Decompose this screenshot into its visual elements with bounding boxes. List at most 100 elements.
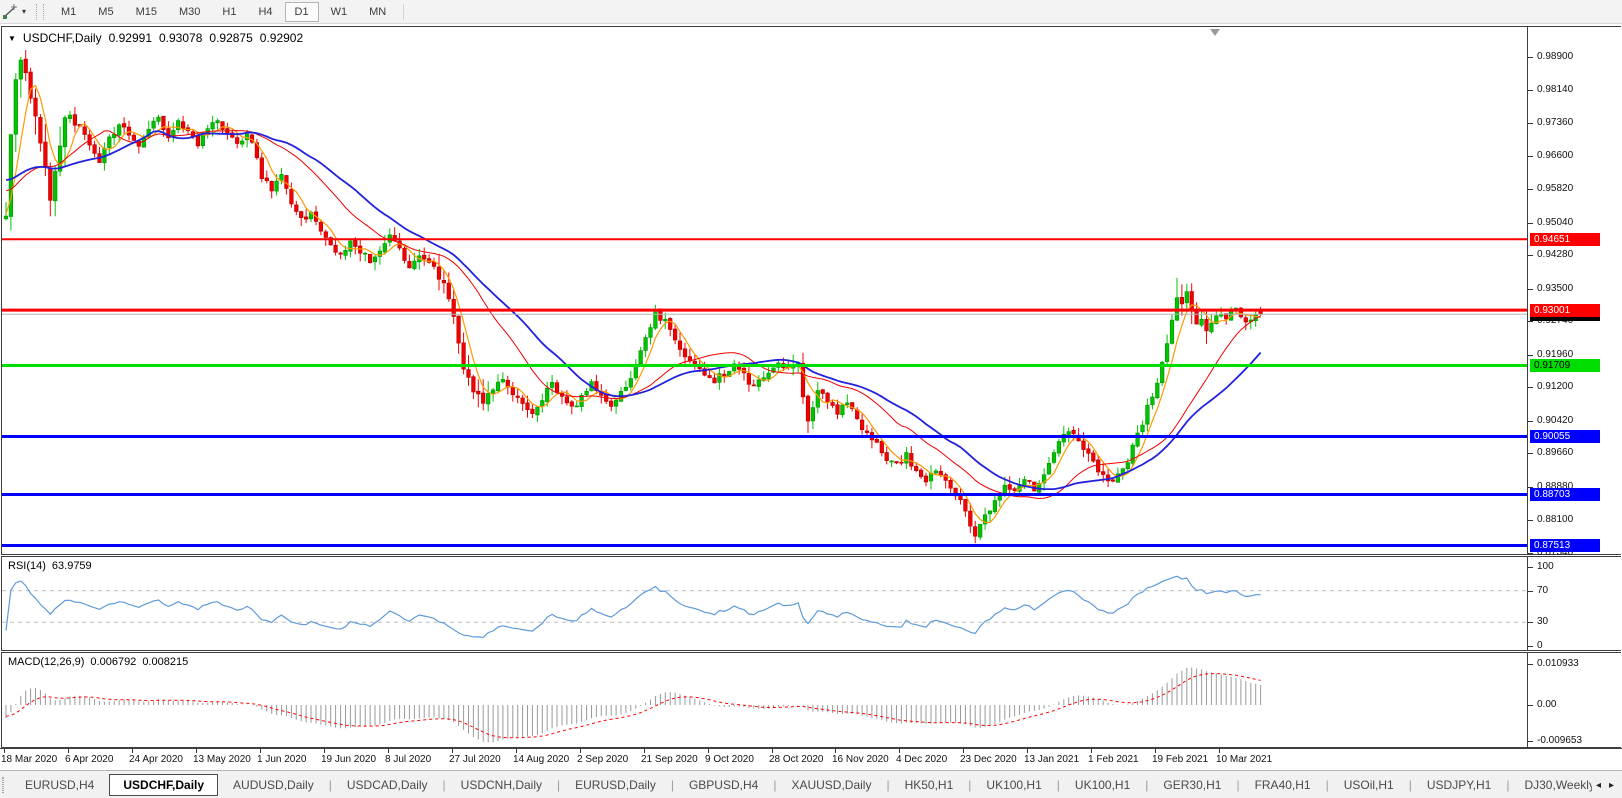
rsi-tick-label: 0 (1537, 640, 1543, 651)
price-tick-label: 0.94280 (1537, 249, 1574, 260)
price-tick (1528, 355, 1533, 356)
date-tick (260, 749, 261, 753)
tab-uk100-h1[interactable]: UK100,H1 (1074, 777, 1131, 792)
rsi-tick (1528, 567, 1533, 568)
chart-shift-marker[interactable] (1210, 29, 1220, 36)
price-tick (1528, 123, 1533, 124)
date-label: 1 Feb 2021 (1088, 754, 1139, 765)
date-axis: 18 Mar 2020 6 Apr 2020 24 Apr 2020 13 Ma… (0, 748, 1622, 771)
timeframe-mn[interactable]: MN (369, 5, 387, 18)
macd-chart[interactable] (2, 653, 1527, 747)
crosshair-cursor-icon[interactable] (2, 3, 20, 20)
timeframe-h1[interactable]: H1 (222, 5, 237, 18)
timeframe-w1[interactable]: W1 (330, 5, 348, 18)
tab-separator: | (1236, 777, 1240, 792)
symbol-dropdown-icon[interactable]: ▼ (8, 33, 16, 43)
date-label: 19 Jun 2020 (321, 754, 377, 765)
price-tick (1528, 387, 1533, 388)
rsi-axis: 100 70 30 0 (1527, 557, 1622, 651)
date-tick (580, 749, 581, 753)
macd-panel: MACD(12,26,9) 0.006792 0.008215 0.010933… (1, 652, 1622, 748)
tab-uk100-h1[interactable]: UK100,H1 (986, 777, 1042, 792)
date-label: 24 Apr 2020 (129, 754, 183, 765)
candlestick-chart[interactable] (2, 27, 1527, 554)
tabs: EURUSD,H4 USDCHF,Daily AUDUSD,Daily | USDCAD… (10, 773, 1622, 796)
tab-separator: | (1408, 777, 1412, 792)
timeframe-m5[interactable]: M5 (98, 5, 114, 18)
tab-ger30-h1[interactable]: GER30,H1 (1163, 777, 1222, 792)
rsi-tick-label: 30 (1537, 616, 1549, 627)
tab-usdcad-daily[interactable]: USDCAD,Daily (346, 777, 428, 792)
macd-name: MACD(12,26,9) (8, 656, 85, 668)
timeframe-m15[interactable]: M15 (135, 5, 157, 18)
tab-separator: | (1325, 777, 1329, 792)
tab-separator: | (557, 777, 561, 792)
price-line-badge: 0.87513 (1530, 539, 1600, 552)
tab-usdchf-daily[interactable]: USDCHF,Daily (109, 773, 219, 796)
date-label: 6 Apr 2020 (65, 754, 114, 765)
timeframe-h4[interactable]: H4 (258, 5, 273, 18)
price-tick (1528, 421, 1533, 422)
date-label: 14 Aug 2020 (513, 754, 570, 765)
macd-main-value: 0.006792 (90, 656, 137, 668)
date-label: 21 Sep 2020 (641, 754, 698, 765)
price-tick-label: 0.91960 (1537, 349, 1574, 360)
tab-usoil-h1[interactable]: USOil,H1 (1343, 777, 1394, 792)
price-tick-label: 0.97360 (1537, 117, 1574, 128)
date-tick (772, 749, 773, 753)
tab-scroll-left-icon[interactable]: ◂ (1595, 779, 1601, 791)
tabbar-grip[interactable] (2, 776, 4, 793)
date-tick (1155, 749, 1156, 753)
price-tick (1528, 255, 1533, 256)
tab-gbpusd-h4[interactable]: GBPUSD,H4 (688, 777, 759, 792)
chart-title: ▼ USDCHF,Daily 0.92991 0.93078 0.92875 0… (8, 31, 303, 45)
price-tick (1528, 553, 1533, 554)
timeframe-toolbar: ▾ M1 M5 M15 M30 H1 H4 D1 W1 MN (0, 0, 1622, 24)
tool-dropdown-icon[interactable]: ▾ (22, 7, 27, 16)
tab-separator: | (1506, 777, 1510, 792)
date-tick (452, 749, 453, 753)
date-label: 13 Jan 2021 (1024, 754, 1080, 765)
date-label: 8 Jul 2020 (385, 754, 432, 765)
tab-xauusd-daily[interactable]: XAUUSD,Daily (791, 777, 872, 792)
price-tick (1528, 487, 1533, 488)
price-tick (1528, 321, 1533, 322)
date-label: 28 Oct 2020 (769, 754, 824, 765)
tab-eurusd-daily[interactable]: EURUSD,Daily (575, 777, 656, 792)
chart-symbol: USDCHF,Daily (22, 31, 102, 45)
macd-tick-label: 0.010933 (1537, 658, 1579, 669)
timeframe-m1[interactable]: M1 (61, 5, 77, 18)
tab-usdcnh-daily[interactable]: USDCNH,Daily (460, 777, 543, 792)
price-tick (1528, 57, 1533, 58)
tab-usdjpy-h1[interactable]: USDJPY,H1 (1426, 777, 1492, 792)
tab-scroll-right-icon[interactable]: ▸ (1608, 779, 1614, 791)
rsi-chart[interactable] (2, 557, 1527, 650)
price-tick (1528, 90, 1533, 91)
tab-eurusd-h4[interactable]: EURUSD,H4 (25, 777, 95, 792)
date-tick (132, 749, 133, 753)
price-tick-label: 0.88100 (1537, 514, 1574, 525)
price-line-badge: 0.88703 (1530, 488, 1600, 501)
price-tick-label: 0.95820 (1537, 183, 1574, 194)
price-tick-label: 0.95040 (1537, 217, 1574, 228)
toolbar-grip[interactable] (36, 3, 45, 20)
price-tick (1528, 520, 1533, 521)
date-label: 19 Feb 2021 (1152, 754, 1209, 765)
tab-hk50-h1[interactable]: HK50,H1 (904, 777, 954, 792)
timeframe-m30[interactable]: M30 (178, 5, 201, 18)
date-tick (388, 749, 389, 753)
tab-fra40-h1[interactable]: FRA40,H1 (1254, 777, 1311, 792)
date-tick (1091, 749, 1092, 753)
tab-separator: | (1145, 777, 1149, 792)
tab-scroll-buttons: ◂ ▸ (1591, 772, 1622, 798)
price-tick (1528, 289, 1533, 290)
tab-audusd-daily[interactable]: AUDUSD,Daily (233, 777, 314, 792)
timeframe-d1[interactable]: D1 (284, 1, 319, 22)
price-tick (1528, 156, 1533, 157)
tab-dj30-weekly[interactable]: DJ30,Weekly (1524, 777, 1595, 792)
rsi-tick (1528, 646, 1533, 647)
rsi-label: RSI(14) 63.9759 (8, 560, 92, 572)
ohlc-close: 0.92902 (259, 31, 304, 45)
price-tick (1528, 189, 1533, 190)
